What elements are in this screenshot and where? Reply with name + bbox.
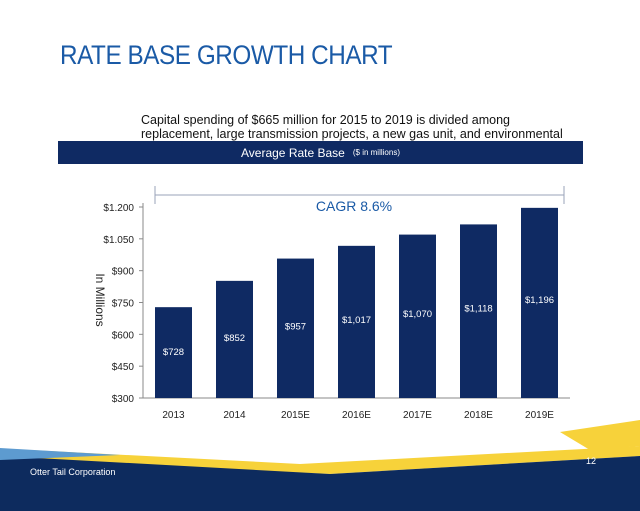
band-units: ($ in millions) — [352, 148, 400, 157]
x-tick-label: 2014 — [223, 410, 246, 421]
footer-swoosh-blue — [0, 448, 120, 460]
bar — [155, 307, 192, 398]
bar-data-label: $957 — [285, 321, 306, 332]
y-tick-label: $300 — [112, 394, 135, 405]
y-tick-label: $750 — [112, 299, 135, 310]
bar-data-label: $1,118 — [464, 304, 492, 315]
x-tick-label: 2016E — [342, 410, 371, 421]
x-tick-label: 2015E — [281, 410, 310, 421]
x-tick-label: 2018E — [464, 410, 493, 421]
y-tick-label: $450 — [112, 362, 135, 373]
y-tick-label: $900 — [112, 267, 135, 278]
y-tick-label: $1.200 — [103, 203, 134, 214]
chart-subtitle: Capital spending of $665 million for 201… — [141, 113, 563, 155]
bar-data-label: $728 — [163, 347, 184, 358]
bar — [460, 224, 497, 398]
x-tick-label: 2013 — [162, 410, 185, 421]
bar-data-label: $1,070 — [403, 309, 432, 320]
y-tick-label: $600 — [112, 330, 135, 341]
bar-data-label: $1,017 — [342, 315, 371, 326]
bar — [338, 245, 375, 398]
cagr-annotation: CAGR 8.6% — [316, 198, 392, 214]
footer-company-name: Otter Tail Corporation — [30, 467, 116, 477]
bar — [521, 207, 558, 398]
x-tick-label: 2019E — [525, 410, 554, 421]
chart-header-band: Average Rate Base ($ in millions) — [58, 141, 583, 164]
bar — [399, 234, 436, 398]
band-label: Average Rate Base — [241, 145, 345, 160]
footer-band-navy — [0, 456, 640, 511]
x-tick-label: 2017E — [403, 410, 432, 421]
bar-data-label: $852 — [224, 333, 245, 344]
page-title: RATE BASE GROWTH CHART — [60, 40, 393, 70]
bar — [216, 280, 253, 398]
bar-data-label: $1,196 — [525, 295, 554, 306]
bar — [277, 258, 314, 398]
page-number: 12 — [586, 456, 597, 466]
y-tick-label: $1.050 — [103, 235, 134, 246]
y-axis-title: In Millions — [93, 273, 107, 326]
footer-swoosh-yellow-right — [560, 420, 640, 450]
